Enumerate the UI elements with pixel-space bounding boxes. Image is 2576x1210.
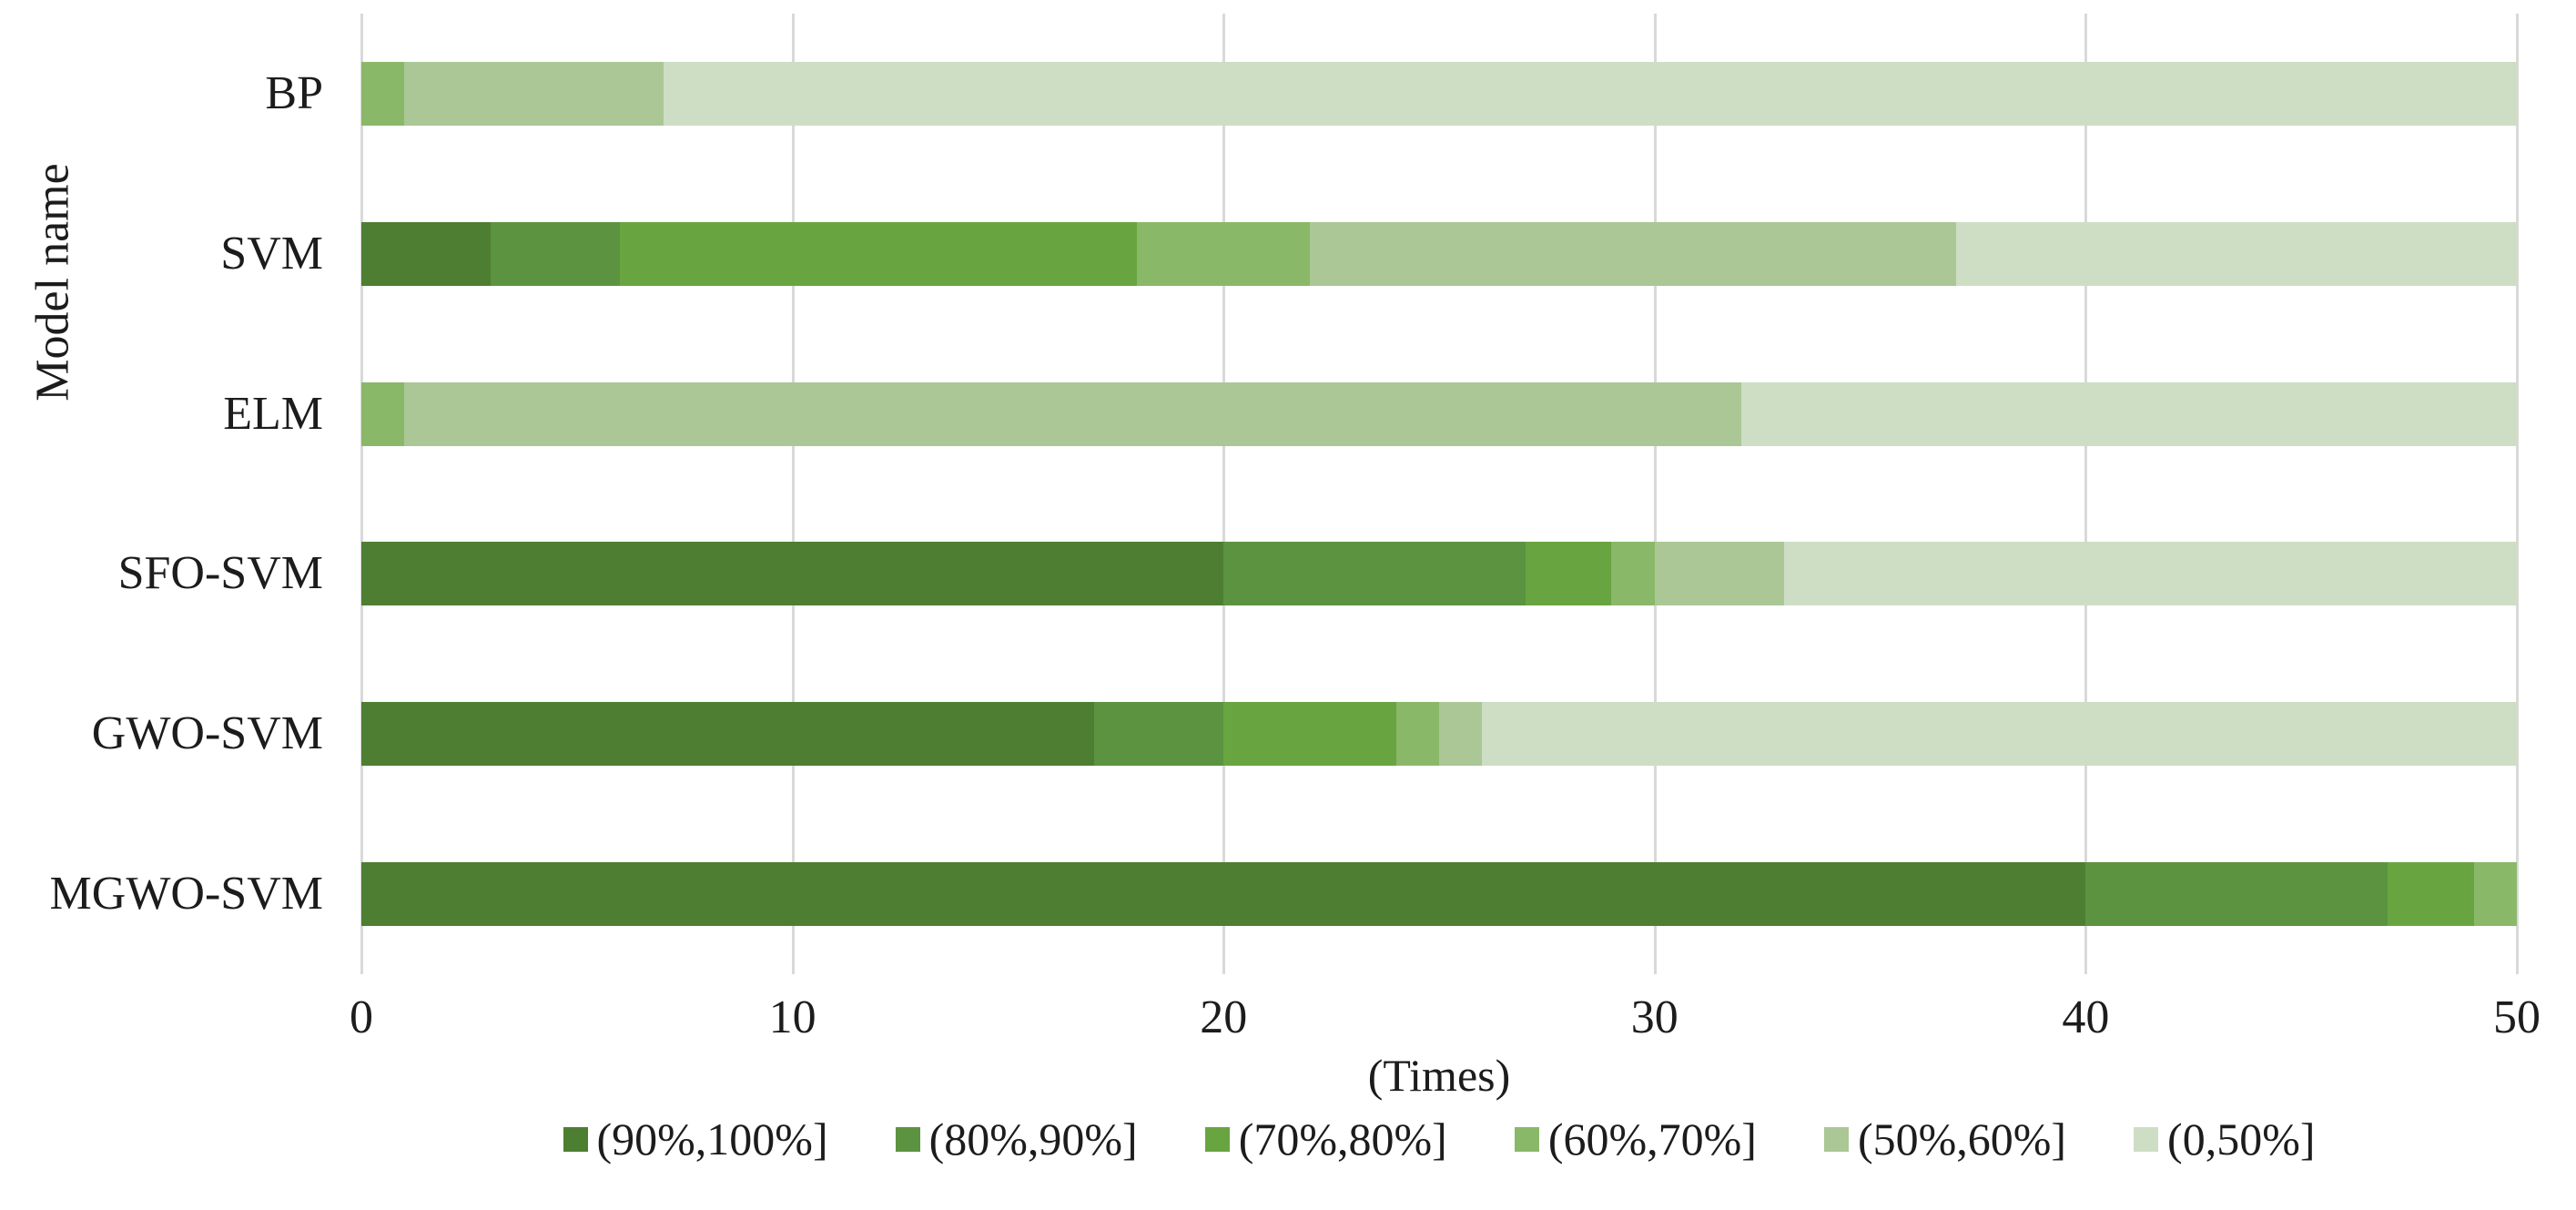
category-label-mgwo-svm: MGWO-SVM (49, 868, 323, 920)
x-tick-label-0: 0 (350, 991, 373, 1043)
bar-segment (1137, 221, 1310, 286)
bar-row-elm (361, 381, 2517, 446)
x-tick-label-10: 10 (768, 991, 816, 1043)
legend-label: (60%,70%] (1547, 1113, 1757, 1164)
bar-segment (1438, 702, 1483, 767)
x-axis-title: (Times) (1367, 1050, 1511, 1101)
bar-segment (361, 702, 1095, 767)
bar-segment (404, 381, 1741, 446)
bar-segment (361, 542, 1224, 606)
legend-label: (80%,90%] (928, 1113, 1138, 1164)
chart-legend: (90%,100%] (80%,90%] (70%,80%] (60%,70%] (50… (361, 1113, 2517, 1165)
legend-swatch-icon (895, 1126, 920, 1152)
gridline-x-20 (1222, 14, 1226, 974)
legend-label: (90%,100%] (596, 1113, 828, 1164)
bar-segment (361, 221, 492, 286)
bar-segment (361, 862, 2086, 927)
legend-swatch-icon (2134, 1126, 2159, 1152)
legend-swatch-icon (1514, 1126, 1539, 1152)
bar-row-svm (361, 221, 2517, 286)
bar-segment (1740, 381, 2517, 446)
bar-segment (1654, 542, 1784, 606)
legend-item: (50%,60%] (1823, 1113, 2067, 1165)
x-tick-label-20: 20 (1200, 991, 1248, 1043)
bar-segment (1482, 702, 2517, 767)
category-label-svm: SVM (220, 227, 323, 280)
category-label-gwo-svm: GWO-SVM (91, 707, 323, 760)
x-tick-label-50: 50 (2493, 991, 2541, 1043)
bar-segment (1956, 221, 2517, 286)
bar-row-mgwo-svm (361, 862, 2517, 927)
x-tick-label-30: 30 (1630, 991, 1678, 1043)
gridline-x-40 (2084, 14, 2088, 974)
bar-segment (2085, 862, 2388, 927)
legend-swatch-icon (1823, 1126, 1849, 1152)
bar-segment (1395, 702, 1439, 767)
x-tick-label-40: 40 (2062, 991, 2110, 1043)
bar-segment (1525, 542, 1612, 606)
gridline-x-50 (2516, 14, 2519, 974)
bar-segment (620, 221, 1138, 286)
legend-item: (0,50%] (2134, 1113, 2316, 1165)
legend-swatch-icon (563, 1126, 588, 1152)
bar-segment (1309, 221, 1957, 286)
bar-segment (2473, 862, 2517, 927)
legend-item: (80%,90%] (895, 1113, 1138, 1165)
bar-segment (404, 61, 664, 126)
bar-row-sfo-svm (361, 542, 2517, 606)
legend-swatch-icon (1204, 1126, 1230, 1152)
bar-segment (663, 61, 2517, 126)
bar-segment (1094, 702, 1224, 767)
bar-segment (1611, 542, 1655, 606)
bar-segment (1223, 542, 1526, 606)
category-label-elm: ELM (223, 387, 323, 440)
legend-item: (60%,70%] (1514, 1113, 1757, 1165)
bar-segment (2387, 862, 2474, 927)
gridline-x-0 (360, 14, 363, 974)
gridline-x-30 (1653, 14, 1657, 974)
legend-label: (50%,60%] (1857, 1113, 2067, 1164)
gridline-x-10 (791, 14, 795, 974)
bar-segment (361, 61, 405, 126)
category-label-sfo-svm: SFO-SVM (117, 547, 323, 600)
y-axis-title: Model name (26, 163, 79, 402)
bar-row-gwo-svm (361, 702, 2517, 767)
x-axis-ticks: 0 10 20 30 40 50 (350, 991, 2541, 1045)
legend-item: (70%,80%] (1204, 1113, 1447, 1165)
bar-row-bp (361, 61, 2517, 126)
bar-segment (1783, 542, 2517, 606)
bar-segment (1223, 702, 1396, 767)
legend-label: (0,50%] (2167, 1113, 2316, 1164)
plot-area (360, 14, 2519, 974)
category-label-bp: BP (265, 66, 323, 119)
bar-segment (491, 221, 621, 286)
legend-item: (90%,100%] (563, 1113, 828, 1165)
legend-label: (70%,80%] (1238, 1113, 1447, 1164)
bar-segment (361, 381, 405, 446)
